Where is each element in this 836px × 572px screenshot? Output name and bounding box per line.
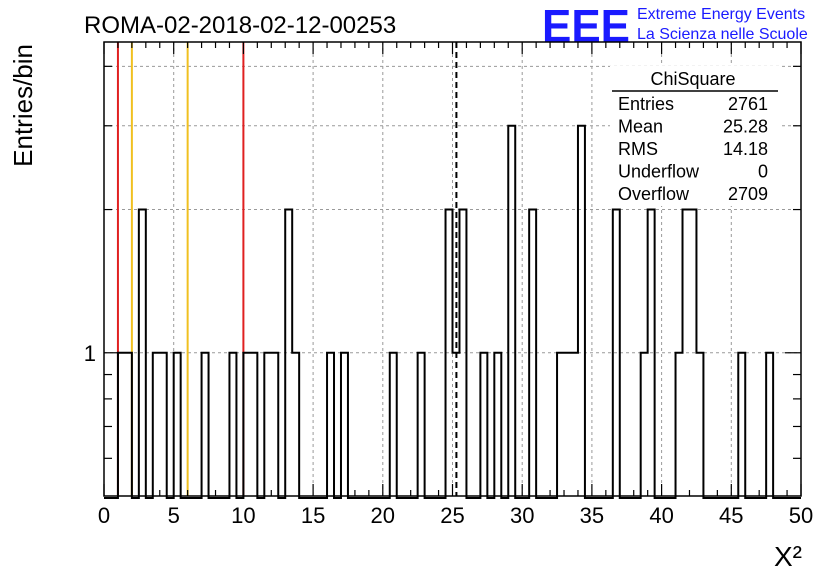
axis-ticks: 0 5 10 15 20 25 30 35 40 45 50 1 <box>84 42 813 528</box>
stats-box: ChiSquare Entries 2761 Mean 25.28 RMS 14.18 Un… <box>610 66 780 206</box>
histogram-bin <box>292 353 299 496</box>
histogram-bin <box>125 353 132 496</box>
histogram-bars <box>104 124 801 499</box>
stats-value: 25.28 <box>723 117 768 137</box>
x-tick-label: 35 <box>580 503 604 528</box>
histogram-bin <box>459 210 466 496</box>
x-tick-label: 50 <box>789 503 813 528</box>
histogram-bin <box>341 353 348 496</box>
chart-title: ROMA-02-2018-02-12-00253 <box>84 12 396 39</box>
eee-logo: EEE Extreme Energy Events La Scienza nel… <box>542 0 808 52</box>
histogram-bin <box>174 353 181 496</box>
histogram-bin <box>689 210 696 496</box>
histogram-bin <box>508 126 515 496</box>
histogram-bin <box>696 353 703 496</box>
histogram-bin <box>327 353 334 496</box>
stats-box-title: ChiSquare <box>650 69 735 89</box>
stats-value: 0 <box>758 162 768 182</box>
x-tick-label: 25 <box>440 503 464 528</box>
histogram-bin <box>766 353 773 496</box>
histogram-bin <box>160 353 167 496</box>
stats-value: 14.18 <box>723 139 768 159</box>
histogram-bin <box>480 353 487 496</box>
histogram-bin <box>243 353 250 496</box>
histogram-bin <box>202 353 209 496</box>
stats-box-background <box>610 66 780 206</box>
stats-label: Mean <box>618 117 663 137</box>
histogram-bin <box>264 353 271 496</box>
histogram-bin <box>494 353 501 496</box>
x-tick-label: 20 <box>371 503 395 528</box>
x-tick-label: 45 <box>719 503 743 528</box>
histogram-bin <box>557 353 564 496</box>
stats-value: 2761 <box>728 94 768 114</box>
histogram-bin <box>229 353 236 496</box>
histogram-bin <box>571 353 578 496</box>
histogram-bin <box>641 353 648 496</box>
stats-label: RMS <box>618 139 658 159</box>
x-tick-label: 30 <box>510 503 534 528</box>
histogram-bin <box>139 210 146 496</box>
logo-mark: EEE <box>542 0 630 52</box>
y-tick-label: 1 <box>84 341 96 366</box>
x-tick-label: 10 <box>231 503 255 528</box>
plot-frame <box>103 41 802 497</box>
stats-label: Entries <box>618 94 674 114</box>
x-tick-label: 15 <box>301 503 325 528</box>
histogram-bin <box>285 210 292 496</box>
histogram-bin <box>250 353 257 496</box>
histogram-bin <box>390 353 397 496</box>
histogram-bin <box>578 126 585 496</box>
y-axis-label: Entries/bin <box>8 44 38 167</box>
histogram-bin <box>529 210 536 496</box>
histogram-bin <box>271 353 278 496</box>
histogram-bin <box>613 210 620 496</box>
x-tick-label: 0 <box>98 503 110 528</box>
histogram-bin <box>564 353 571 496</box>
histogram-bin <box>453 353 460 496</box>
x-tick-label: 40 <box>649 503 673 528</box>
histogram-bin <box>118 353 125 496</box>
stats-value: 2709 <box>728 184 768 204</box>
stats-label: Underflow <box>618 162 700 182</box>
histogram-bin <box>648 210 655 496</box>
logo-line-1: Extreme Energy Events <box>637 6 805 23</box>
logo-line-2: La Scienza nelle Scuole <box>637 26 808 43</box>
histogram-outline <box>104 124 801 499</box>
histogram-bin <box>683 210 690 496</box>
x-axis-label: X² <box>774 541 802 572</box>
histogram-bin <box>738 353 745 496</box>
histogram-bin <box>676 353 683 496</box>
histogram-bin <box>418 353 425 496</box>
histogram-bin <box>446 210 453 496</box>
stats-rows: Entries 2761 Mean 25.28 RMS 14.18 Underflow 0 Ov… <box>618 94 768 204</box>
stats-label: Overflow <box>618 184 690 204</box>
x-tick-label: 5 <box>168 503 180 528</box>
histogram-bin <box>153 353 160 496</box>
